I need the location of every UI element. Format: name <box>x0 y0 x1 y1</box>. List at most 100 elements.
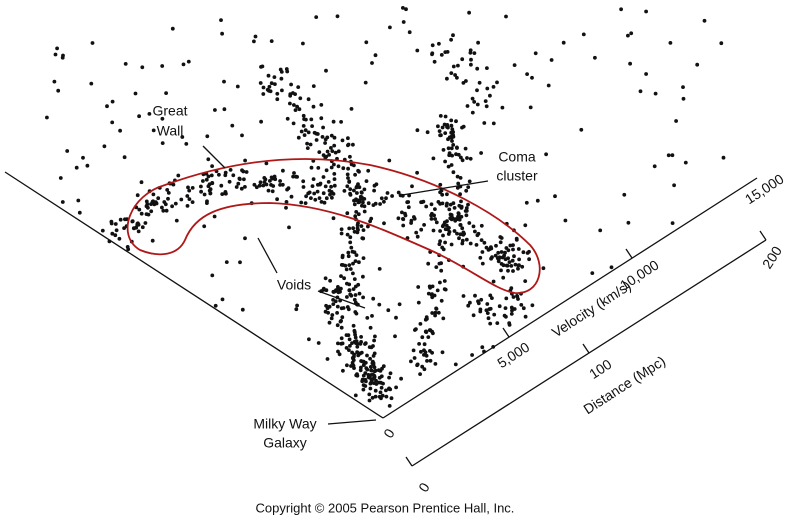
galaxy-dot <box>357 291 362 296</box>
galaxy-dot <box>466 303 471 308</box>
tick-label: 0 <box>380 425 398 440</box>
galaxy-dot <box>329 146 333 150</box>
galaxy-dot <box>150 199 155 204</box>
galaxy-dot <box>486 316 491 321</box>
galaxy-dot <box>530 75 534 80</box>
galaxy-dot <box>253 34 258 39</box>
galaxy-dot <box>458 192 462 197</box>
galaxy-dot <box>350 356 355 360</box>
galaxy-dot <box>324 168 329 173</box>
galaxy-dot <box>438 202 442 206</box>
galaxy-dot <box>644 72 648 76</box>
galaxy-dot <box>473 293 477 298</box>
galaxy-dot <box>181 62 186 67</box>
galaxy-dot <box>484 308 489 313</box>
galaxy-dot <box>372 183 377 188</box>
galaxy-dot <box>351 271 355 276</box>
galaxy-dot <box>423 329 428 334</box>
galaxy-dot <box>420 200 425 205</box>
galaxy-dot <box>430 311 435 315</box>
galaxy-dot <box>382 199 386 204</box>
galaxy-dot <box>445 123 450 127</box>
galaxy-dot <box>460 125 464 130</box>
galaxy-dot <box>190 186 195 190</box>
galaxy-dot <box>136 229 141 234</box>
galaxy-dot <box>77 210 82 215</box>
galaxy-dot <box>280 88 284 93</box>
galaxy-dot <box>425 359 429 363</box>
galaxy-dot <box>433 362 438 366</box>
galaxy-dot <box>439 133 443 138</box>
galaxy-dot <box>330 313 335 317</box>
galaxy-dot <box>368 219 372 224</box>
galaxy-dot <box>100 228 105 233</box>
galaxy-dot <box>376 368 381 373</box>
galaxy-dot <box>381 364 386 369</box>
galaxy-dot <box>494 243 498 248</box>
galaxy-dot <box>220 297 225 302</box>
galaxy-dot <box>328 278 332 283</box>
galaxy-dot <box>118 128 122 133</box>
galaxy-dot <box>379 380 383 385</box>
galaxy-dot <box>512 63 517 67</box>
galaxy-dot <box>451 143 456 147</box>
galaxy-dot <box>353 293 358 297</box>
galaxy-dot <box>209 173 214 178</box>
galaxy-dot <box>260 64 265 69</box>
galaxy-dot <box>378 202 382 206</box>
galaxy-dot <box>340 315 345 320</box>
galaxy-dot <box>222 79 226 84</box>
galaxy-dot <box>397 302 402 307</box>
galaxy-dot <box>431 228 436 233</box>
galaxy-dot <box>497 256 501 261</box>
galaxy-dot <box>363 80 368 85</box>
galaxy-dot <box>670 221 675 226</box>
galaxy-dot <box>344 267 349 272</box>
galaxy-dot <box>185 194 190 198</box>
galaxy-dot <box>296 85 301 89</box>
galaxy-dot <box>269 81 274 86</box>
galaxy-dot <box>484 245 489 250</box>
galaxy-dot <box>355 344 360 349</box>
galaxy-dot <box>468 156 473 161</box>
galaxy-dot <box>345 184 350 189</box>
galaxy-dot <box>299 200 304 205</box>
galaxy-dot <box>278 183 282 187</box>
galaxy-dot <box>488 93 492 98</box>
galaxy-dot <box>160 205 164 210</box>
galaxy-dot <box>517 263 521 267</box>
galaxy-dot <box>504 263 509 268</box>
galaxy-dot <box>440 245 445 250</box>
galaxy-dot <box>301 185 306 189</box>
galaxy-dot <box>348 267 353 271</box>
galaxy-dot <box>330 149 335 154</box>
galaxy-dot <box>297 107 302 112</box>
galaxy-dot <box>328 192 332 197</box>
galaxy-dot <box>345 363 349 368</box>
galaxy-dot <box>149 209 154 214</box>
galaxy-dot <box>449 146 454 151</box>
galaxy-dot <box>544 152 548 157</box>
galaxy-dot <box>140 65 145 70</box>
galaxy-dot <box>234 185 239 189</box>
galaxy-dot <box>389 396 394 401</box>
galaxy-dot <box>507 321 512 326</box>
galaxy-dot <box>324 196 329 201</box>
galaxy-dot <box>327 188 332 193</box>
galaxy-dot <box>295 303 299 308</box>
galaxy-dot <box>223 170 228 175</box>
pointer <box>317 290 366 309</box>
galaxy-dot <box>368 356 372 361</box>
galaxy-dot <box>184 142 189 146</box>
tick-label: 0 <box>415 479 433 494</box>
pointer <box>257 237 278 274</box>
galaxy-dot <box>468 241 473 246</box>
galaxy-dot <box>123 62 128 66</box>
galaxy-dot <box>352 202 357 207</box>
galaxy-dot <box>485 302 490 306</box>
galaxy-dot <box>132 226 137 231</box>
galaxy-dot <box>409 359 413 364</box>
galaxy-dot <box>284 200 289 204</box>
galaxy-dot <box>400 210 404 215</box>
galaxy-dot <box>367 375 372 380</box>
